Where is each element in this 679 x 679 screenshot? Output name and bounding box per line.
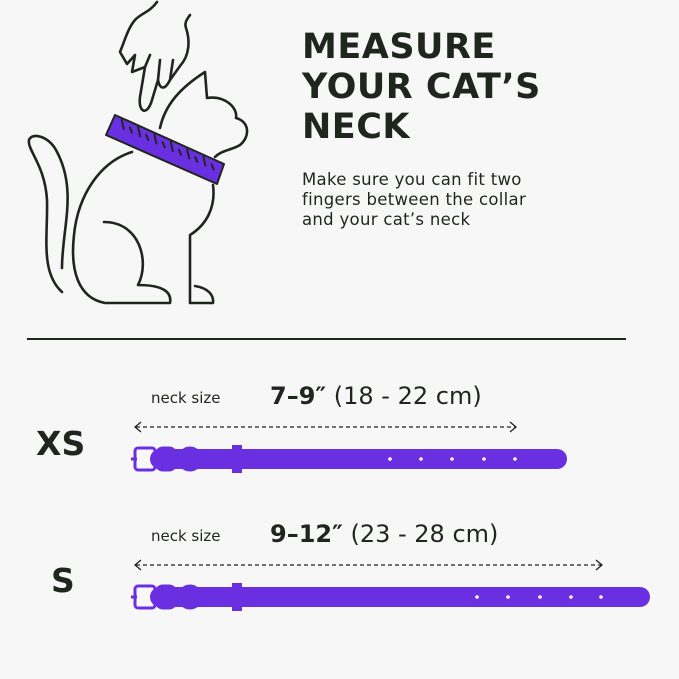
collar-keeper [232, 583, 242, 611]
ruler-tick [145, 133, 150, 141]
ruler-tick [186, 148, 191, 160]
size-range-s: 9–12″ (23 - 28 cm) [270, 520, 498, 548]
inches: 7–9″ [270, 382, 327, 410]
centimeters: (18 - 22 cm) [333, 382, 482, 410]
inches: 9–12″ [270, 520, 343, 548]
ruler-tick [128, 126, 133, 134]
neck-size-label: neck size [151, 527, 221, 545]
collar-hole [599, 595, 603, 599]
size-range-xs: 7–9″ (18 - 22 cm) [270, 382, 482, 410]
collar-hole [450, 457, 454, 461]
ruler-tick [120, 118, 125, 130]
collar-hole [475, 595, 479, 599]
collar-strap [150, 449, 567, 469]
collar-xs [131, 421, 567, 473]
loop-icon [154, 446, 178, 472]
collar-hole [513, 457, 517, 461]
centimeters: (23 - 28 cm) [350, 520, 499, 548]
ruler-tick [169, 140, 174, 152]
collar-hole [482, 457, 486, 461]
arrowhead-icon [133, 421, 518, 433]
collar-hole [569, 595, 573, 599]
ruler-tick [153, 133, 158, 145]
arrowhead-icon [133, 559, 604, 571]
ruler-tick [161, 141, 166, 149]
collar-keeper [232, 445, 242, 473]
size-label-xs: XS [36, 424, 86, 463]
d-ring-icon [177, 446, 203, 472]
collar-s [131, 559, 650, 611]
d-ring-icon [177, 584, 203, 610]
collar-hole [506, 595, 510, 599]
ruler-tick [202, 155, 207, 167]
size-label-s: S [51, 561, 75, 600]
cat-measuring-icon [27, 0, 249, 305]
ruler-tick [137, 126, 142, 138]
ruler-tick [194, 155, 199, 163]
ruler-tick [177, 148, 182, 156]
collar-hole [538, 595, 542, 599]
page-title: MEASURE YOUR CAT’S NECK [302, 27, 541, 147]
collar-hole [419, 457, 423, 461]
divider [27, 338, 626, 340]
collar-strap [150, 587, 650, 607]
collar-hole [388, 457, 392, 461]
neck-size-label: neck size [151, 389, 221, 407]
instruction-text: Make sure you can fit two fingers betwee… [302, 170, 527, 229]
loop-icon [154, 584, 178, 610]
ruler-tick [210, 163, 215, 171]
